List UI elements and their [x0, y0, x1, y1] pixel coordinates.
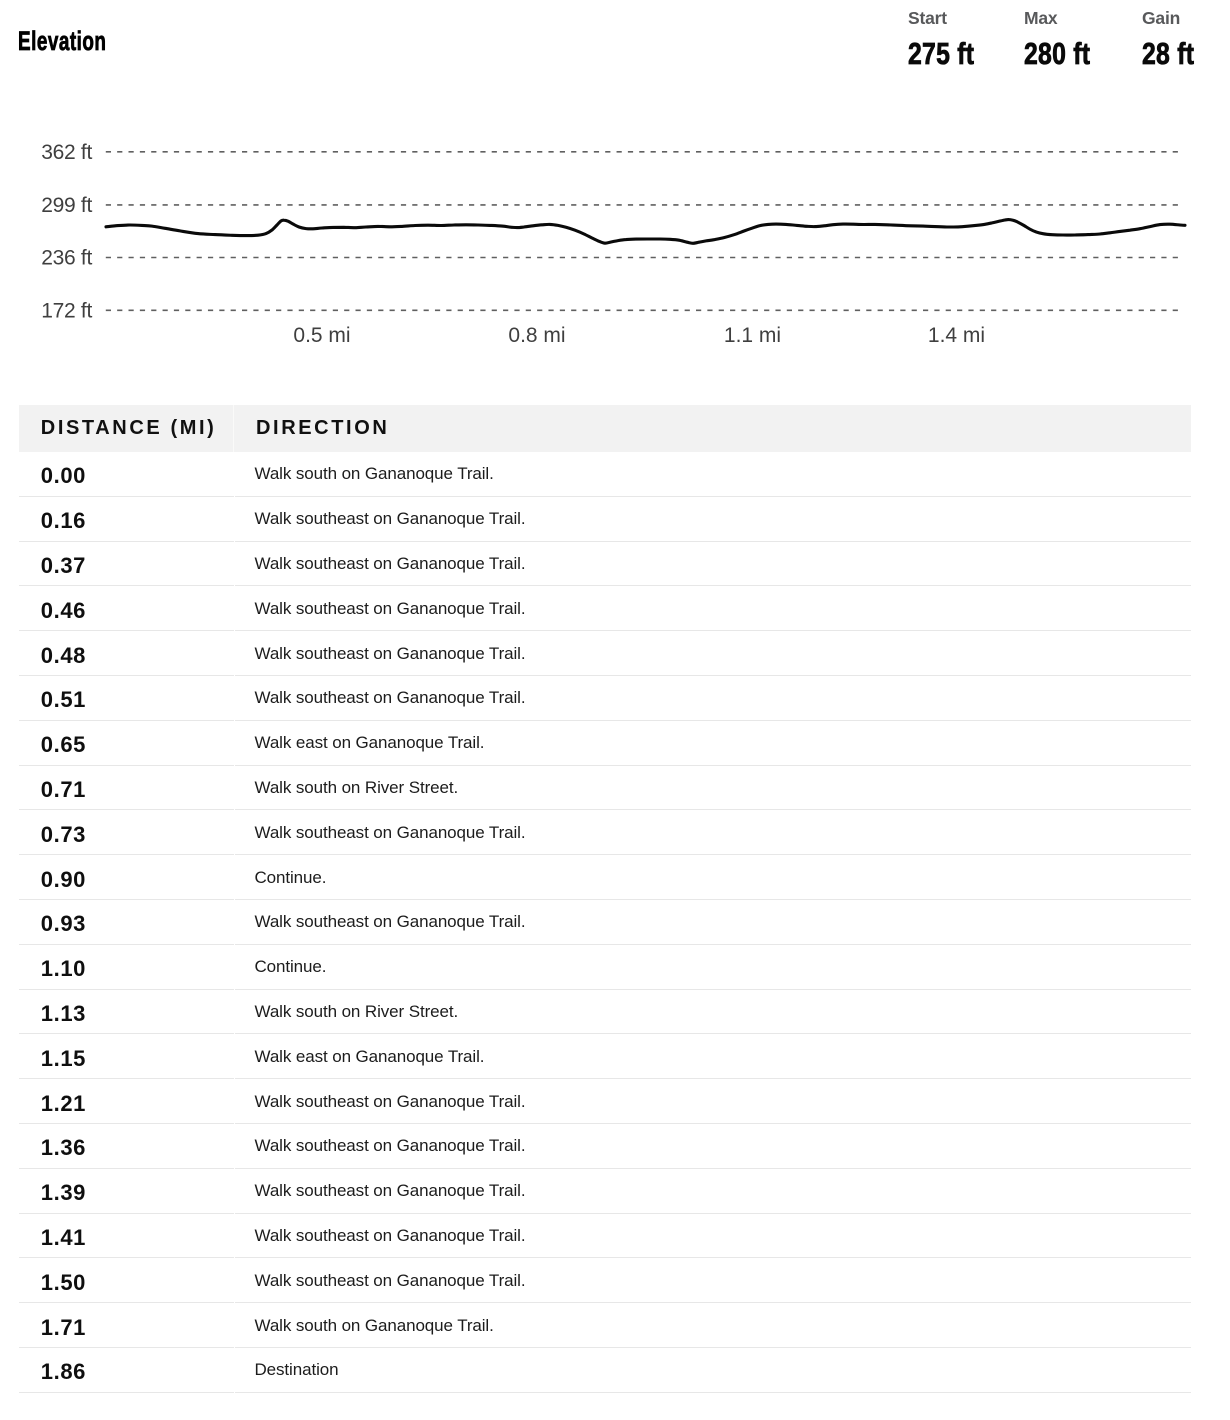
svg-text:172 ft: 172 ft: [41, 300, 92, 323]
svg-text:299 ft: 299 ft: [41, 194, 92, 217]
svg-text:1.4 mi: 1.4 mi: [928, 324, 985, 347]
svg-text:0.8 mi: 0.8 mi: [508, 324, 565, 347]
svg-text:236 ft: 236 ft: [41, 247, 92, 270]
svg-text:0.5 mi: 0.5 mi: [293, 324, 350, 347]
svg-text:1.1 mi: 1.1 mi: [724, 324, 781, 347]
svg-text:362 ft: 362 ft: [41, 141, 92, 164]
